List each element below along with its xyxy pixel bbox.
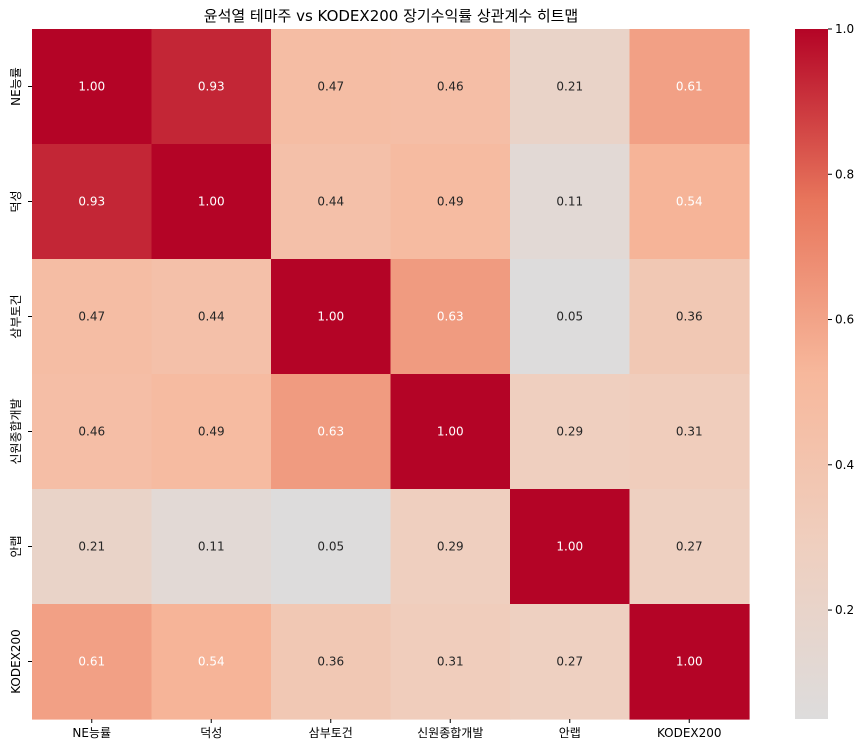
x-tick-label: 신원종합개발: [417, 726, 483, 740]
cell-value-label: 0.31: [676, 425, 703, 439]
cell-value-label: 1.00: [437, 425, 464, 439]
heatmap-cell: [151, 604, 272, 720]
heatmap-cell: [271, 604, 392, 720]
cell-value-label: 0.93: [198, 80, 225, 94]
heatmap-cell: [390, 259, 511, 375]
heatmap-cell: [629, 29, 750, 145]
cell-value-label: 0.36: [676, 310, 703, 324]
cell-value-label: 0.21: [556, 80, 583, 94]
heatmap-cell: [32, 604, 153, 720]
cell-value-label: 0.36: [317, 655, 344, 669]
cell-value-label: 0.21: [78, 540, 105, 554]
cell-value-label: 1.00: [78, 80, 105, 94]
heatmap-cell: [629, 374, 750, 490]
y-tick-label: 덕성: [9, 190, 23, 212]
heatmap-cell: [510, 259, 631, 375]
cell-value-label: 0.11: [198, 540, 225, 554]
heatmap-cell: [151, 29, 272, 145]
x-tick-label: NE능률: [72, 726, 111, 740]
cell-value-label: 0.46: [437, 80, 464, 94]
cell-value-label: 0.63: [317, 425, 344, 439]
y-tick-label: NE능률: [9, 67, 23, 106]
heatmap-cell: [271, 374, 392, 490]
cell-value-label: 0.29: [556, 425, 583, 439]
x-tick-label: KODEX200: [657, 726, 722, 740]
heatmap-cell: [510, 604, 631, 720]
cell-value-label: 0.63: [437, 310, 464, 324]
heatmap-cell: [151, 489, 272, 605]
cell-value-label: 1.00: [317, 310, 344, 324]
x-tick-label: 덕성: [200, 726, 222, 740]
heatmap-cell: [32, 489, 153, 605]
heatmap-cell: [510, 374, 631, 490]
y-tick-label: KODEX200: [9, 629, 23, 694]
colorbar-tick-label: 1.0: [835, 22, 854, 36]
cell-value-label: 0.93: [78, 195, 105, 209]
colorbar-tick-label: 0.8: [835, 167, 854, 181]
heatmap-cell: [32, 29, 153, 145]
y-tick-label: 삼부토건: [9, 294, 23, 338]
heatmap-cell: [629, 144, 750, 260]
cell-value-label: 0.54: [198, 655, 225, 669]
x-tick-label: 삼부토건: [309, 726, 353, 740]
heatmap-cell: [151, 374, 272, 490]
chart-title: 윤석열 테마주 vs KODEX200 장기수익률 상관계수 히트맵: [204, 7, 578, 25]
colorbar-tick-label: 0.6: [835, 313, 854, 327]
colorbar: [795, 29, 828, 719]
cell-value-label: 1.00: [556, 540, 583, 554]
cell-value-label: 1.00: [676, 655, 703, 669]
heatmap-cell: [271, 29, 392, 145]
x-axis-ticks: NE능률 덕성 삼부토건 신원종합개발 안랩 KODEX200: [72, 719, 722, 740]
heatmap-cell: [510, 29, 631, 145]
heatmap-cell: [271, 144, 392, 260]
heatmap-cell: [271, 259, 392, 375]
cell-value-label: 1.00: [198, 195, 225, 209]
cell-value-label: 0.44: [198, 310, 225, 324]
heatmap-cell: [271, 489, 392, 605]
cell-value-label: 0.31: [437, 655, 464, 669]
heatmap-cell: [629, 604, 750, 720]
cell-value-label: 0.46: [78, 425, 105, 439]
heatmap-cells: 1.00 0.93 0.47 0.46 0.21 0.61 0.93 1.00 0.44 0.49…: [32, 29, 750, 720]
heatmap-cell: [629, 489, 750, 605]
heatmap-cell: [390, 29, 511, 145]
heatmap-cell: [390, 604, 511, 720]
cell-value-label: 0.11: [556, 195, 583, 209]
heatmap-cell: [510, 144, 631, 260]
heatmap-cell: [390, 489, 511, 605]
colorbar-tick-label: 0.4: [835, 458, 854, 472]
heatmap-cell: [32, 144, 153, 260]
heatmap-cell: [32, 259, 153, 375]
heatmap-cell: [390, 374, 511, 490]
cell-value-label: 0.61: [676, 80, 703, 94]
cell-value-label: 0.44: [317, 195, 344, 209]
y-tick-label: 신원종합개발: [9, 398, 23, 464]
colorbar-ticks: 0.2 0.4 0.6 0.8 1.0: [828, 22, 854, 617]
cell-value-label: 0.47: [317, 80, 344, 94]
cell-value-label: 0.29: [437, 540, 464, 554]
heatmap-cell: [510, 489, 631, 605]
cell-value-label: 0.47: [78, 310, 105, 324]
x-tick-label: 안랩: [559, 726, 581, 740]
heatmap-cell: [390, 144, 511, 260]
y-tick-label: 안랩: [9, 535, 23, 557]
cell-value-label: 0.61: [78, 655, 105, 669]
cell-value-label: 0.49: [198, 425, 225, 439]
cell-value-label: 0.49: [437, 195, 464, 209]
heatmap-cell: [32, 374, 153, 490]
cell-value-label: 0.27: [676, 540, 703, 554]
heatmap-cell: [629, 259, 750, 375]
heatmap-cell: [151, 144, 272, 260]
cell-value-label: 0.27: [556, 655, 583, 669]
cell-value-label: 0.05: [556, 310, 583, 324]
colorbar-tick-label: 0.2: [835, 603, 854, 617]
heatmap-cell: [151, 259, 272, 375]
cell-value-label: 0.05: [317, 540, 344, 554]
cell-value-label: 0.54: [676, 195, 703, 209]
